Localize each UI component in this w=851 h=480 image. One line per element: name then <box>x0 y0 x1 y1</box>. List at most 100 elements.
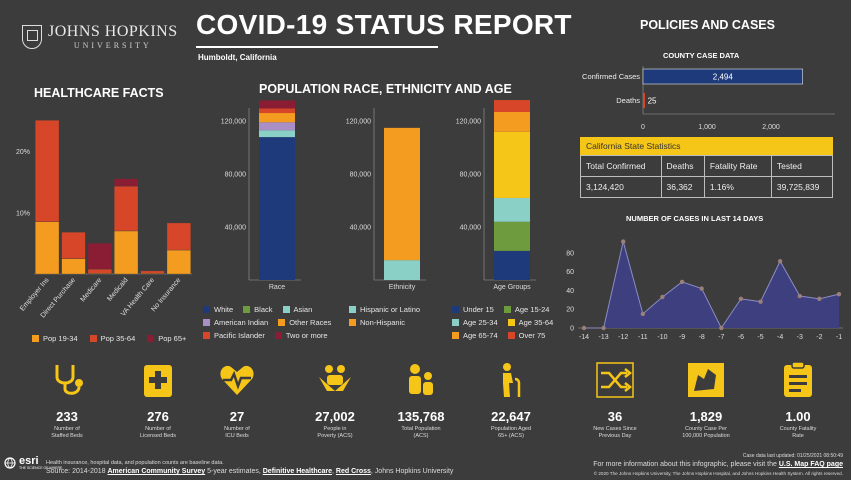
legend-item: Age 15-24 <box>503 305 549 314</box>
data-point <box>621 239 626 244</box>
hands-people-icon <box>315 361 355 404</box>
title-divider <box>196 46 438 48</box>
x-axis-label: Age Groups <box>493 284 531 291</box>
stat-label: People in Poverty (ACS) <box>295 426 375 440</box>
acs-link[interactable]: American Community Survey <box>107 468 206 475</box>
bar-segment <box>384 127 420 261</box>
legend-row: Non-Hispanic <box>349 318 420 327</box>
logo-name: JOHNS HOPKINS <box>48 23 178 40</box>
stat-label-line: (ACS) <box>413 432 429 439</box>
legend-label: Age 25-34 <box>463 318 498 327</box>
stat-label: Number of Licensed Beds <box>118 426 198 440</box>
globe-icon <box>4 457 16 469</box>
y-tick-label: 40,000 <box>225 225 247 232</box>
y-tick-label: 40,000 <box>350 225 372 232</box>
baseline-note: Health insurance, hospital data, and pop… <box>46 460 224 466</box>
ethnicity-chart: 120,000 80,000 40,000 Ethnicity <box>346 108 426 291</box>
y-tick-label: 80,000 <box>225 172 247 179</box>
legend-item: Age 65-74 <box>452 331 498 340</box>
stat-card: 233 Number of Staffed Beds <box>27 409 107 440</box>
legend-swatch <box>349 306 356 313</box>
shield-icon <box>22 25 42 49</box>
area-fill <box>584 241 839 328</box>
legend-swatch <box>203 306 210 313</box>
healthcare-legend: Pop 19-34 Pop 35-64 Pop 65+ <box>32 334 186 343</box>
stat-value: 135,768 <box>397 409 445 424</box>
bar-segment <box>114 185 139 232</box>
more-info: For more information about this infograp… <box>593 461 843 468</box>
red-cross-link[interactable]: Red Cross <box>335 468 371 475</box>
data-label: 25 <box>648 97 657 106</box>
y-tick-label: 120,000 <box>221 119 246 126</box>
source-mid: 5-year estimates, <box>207 468 261 475</box>
legend-swatch <box>243 306 251 313</box>
stat-label-line: Staffed Beds <box>51 432 83 439</box>
stat-label-line: People in <box>323 426 347 432</box>
legend-swatch <box>503 306 511 313</box>
legend-row: White Black Asian <box>203 305 331 314</box>
data-point <box>758 299 763 304</box>
x-tick-label: -12 <box>618 334 628 341</box>
legend-item: Age 35-64 <box>507 318 553 327</box>
x-axis-label: Race <box>269 284 285 291</box>
stat-label-line: 65+ (ACS) <box>498 432 524 439</box>
bar-segment <box>494 221 530 251</box>
stat-label-line: Number of <box>145 426 171 432</box>
x-tick-label: -10 <box>657 334 667 341</box>
logo-sub: UNIVERSITY <box>73 41 152 50</box>
source-sep: , <box>332 468 334 475</box>
definitive-healthcare-link[interactable]: Definitive Healthcare <box>262 468 332 475</box>
state-value-cell: 3,124,420 <box>580 176 662 198</box>
data-point <box>797 293 802 299</box>
y-tick-label: 0 <box>570 326 574 333</box>
stat-card: 1.00 County Fatality Rate <box>758 409 838 440</box>
y-tick-label: 20 <box>566 307 574 314</box>
state-header-cell: Deaths <box>660 155 705 177</box>
bar-segment <box>166 222 191 251</box>
source-prefix: Source: 2014-2018 <box>46 468 106 475</box>
age-legend: Under 15 Age 15-24 Age 25-34 Age 35-64 Age 6… <box>452 305 553 344</box>
cases14-chart: 80 60 40 20 0 -14 -13 -12 -11 -10 -9 -8 -7 -6 -5 -4 -3 -2… <box>566 239 843 341</box>
bar-segment <box>61 232 86 259</box>
legend-item: Hispanic or Latino <box>349 305 420 314</box>
faq-link[interactable]: U.S. Map FAQ page <box>778 461 843 468</box>
legend-label: Pacific Islander <box>214 331 265 340</box>
bar-segment <box>494 197 530 222</box>
cases14-title: NUMBER OF CASES IN LAST 14 DAYS <box>626 214 764 223</box>
bar-segment <box>166 249 191 275</box>
x-tick-label: -1 <box>836 334 842 341</box>
race-legend: White Black Asian American Indian Other Race… <box>203 305 331 344</box>
legend-item: Two or more <box>274 331 328 340</box>
y-tick-label: 80,000 <box>350 172 372 179</box>
stat-label: County Case Per 100,000 Population <box>666 426 746 440</box>
data-point <box>640 311 646 317</box>
bar-segment <box>35 120 60 222</box>
esri-tagline: THE SCIENCE OF WHERE <box>19 466 63 470</box>
bar-segment <box>114 230 139 275</box>
y-tick-label: 40,000 <box>460 225 482 232</box>
legend-label: Under 15 <box>463 305 494 314</box>
age-chart: 120,000 80,000 40,000 Age Groups <box>456 100 536 291</box>
x-tick-label: Medicaid <box>106 277 129 303</box>
data-point <box>660 294 665 300</box>
y-tick-label: 120,000 <box>456 119 481 126</box>
legend-swatch <box>89 335 97 342</box>
state-header-cell: Total Confirmed <box>580 155 662 177</box>
stat-label: County Fatality Rate <box>758 426 838 440</box>
stat-card: 1,829 County Case Per 100,000 Population <box>666 409 746 440</box>
healthcare-title: HEALTHCARE FACTS <box>34 86 164 100</box>
legend-label: Over 75 <box>518 331 546 340</box>
x-tick-label: -11 <box>638 334 648 341</box>
x-tick-label: 1,000 <box>698 124 716 131</box>
bar-segment <box>494 250 530 280</box>
legend-item: Pop 65+ <box>147 334 186 343</box>
legend-swatch <box>507 319 515 326</box>
stat-label-line: Licensed Beds <box>139 432 177 439</box>
bar-segment <box>87 243 112 270</box>
legend-item: American Indian <box>203 318 268 327</box>
legend-swatch <box>32 335 39 342</box>
legend-swatch <box>452 306 459 313</box>
state-header-cell: Fatality Rate <box>703 155 772 177</box>
data-label: 2,494 <box>713 73 734 82</box>
